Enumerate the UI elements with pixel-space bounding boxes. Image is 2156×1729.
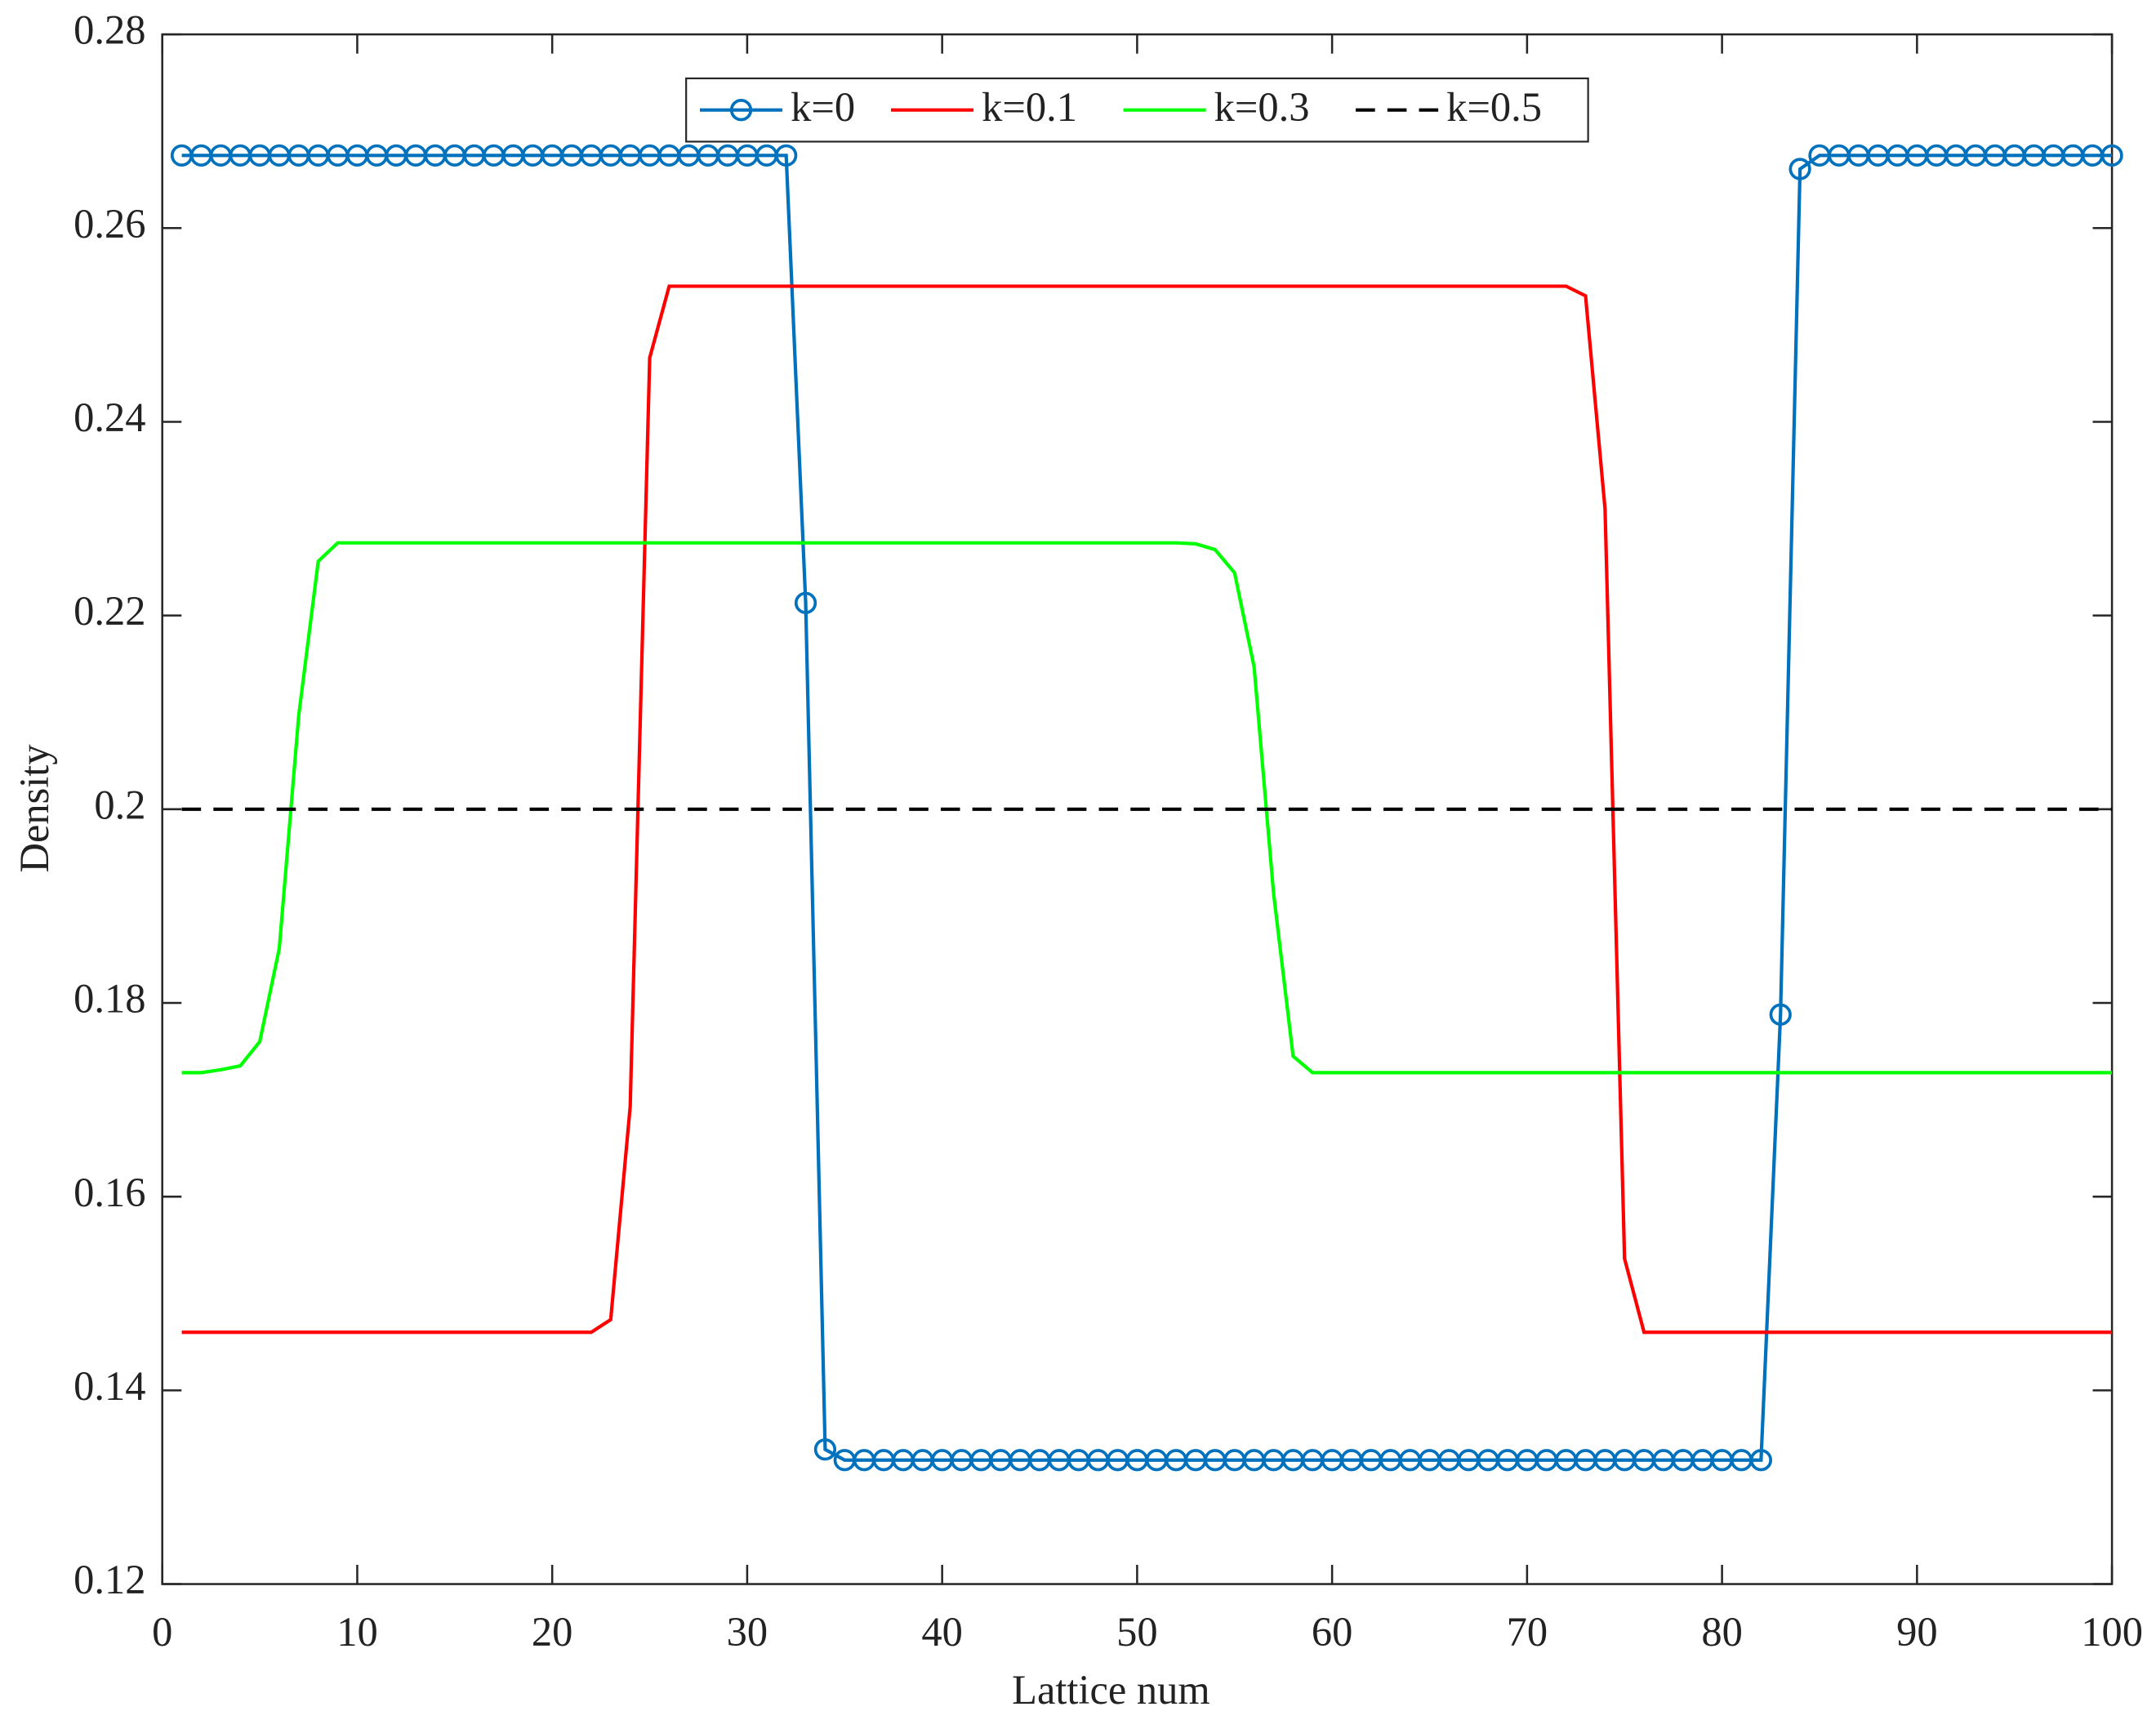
- legend-label: k=0: [791, 84, 855, 130]
- legend-marker: [729, 99, 753, 122]
- series-marker: [2100, 144, 2123, 167]
- x-tick-label: 70: [1507, 1609, 1548, 1655]
- legend-entry: k=0.3: [1123, 84, 1310, 130]
- legend-label: k=0.1: [982, 84, 1077, 130]
- legend-entry: k=0.1: [891, 84, 1077, 130]
- series-line: [181, 284, 2113, 1335]
- legend-label: k=0.3: [1214, 84, 1310, 130]
- series-line: [181, 541, 2113, 1075]
- x-tick-label: 40: [921, 1609, 963, 1655]
- legend-entry: k=0: [700, 84, 855, 130]
- x-tick-label: 60: [1312, 1609, 1353, 1655]
- x-tick-label: 0: [152, 1609, 172, 1655]
- y-tick-label: 0.28: [74, 7, 145, 53]
- y-tick-label: 0.26: [74, 201, 145, 247]
- series-marker: [1749, 1449, 1772, 1472]
- y-tick-label: 0.14: [74, 1363, 145, 1409]
- y-tick-label: 0.24: [74, 394, 145, 440]
- series-marker: [813, 1438, 837, 1461]
- y-tick-label: 0.16: [74, 1170, 145, 1215]
- x-tick-label: 20: [532, 1609, 573, 1655]
- x-axis-label: Lattice num: [1012, 1667, 1210, 1713]
- x-tick-label: 50: [1116, 1609, 1158, 1655]
- y-tick-label: 0.18: [74, 976, 145, 1022]
- legend-entry: k=0.5: [1356, 84, 1542, 130]
- y-tick-label: 0.2: [94, 782, 145, 827]
- series-marker: [775, 144, 798, 167]
- x-tick-label: 90: [1896, 1609, 1937, 1655]
- x-tick-label: 100: [2081, 1609, 2143, 1655]
- y-tick-label: 0.22: [74, 588, 145, 634]
- x-tick-label: 10: [336, 1609, 378, 1655]
- y-tick-label: 0.12: [74, 1557, 145, 1602]
- series-marker: [1788, 158, 1811, 180]
- x-tick-label: 80: [1701, 1609, 1742, 1655]
- series-marker: [1769, 1003, 1792, 1026]
- x-tick-label: 30: [727, 1609, 768, 1655]
- legend-label: k=0.5: [1446, 84, 1542, 130]
- y-axis-label: Density: [11, 744, 57, 873]
- series-marker: [794, 591, 817, 614]
